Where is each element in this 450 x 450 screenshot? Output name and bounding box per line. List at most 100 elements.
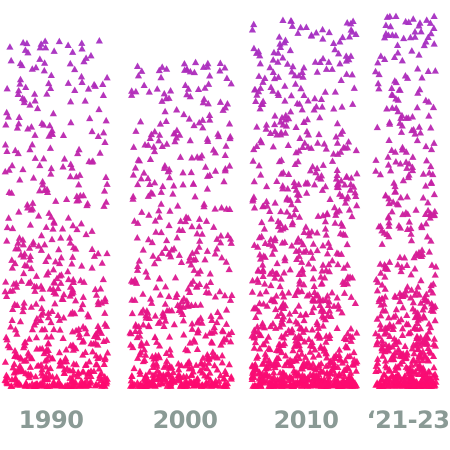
data-point-triangle [64,267,72,275]
data-point-triangle [24,124,32,132]
data-point-triangle [9,224,17,232]
data-point-triangle [28,325,37,333]
data-point-triangle [381,357,390,364]
data-point-triangle [323,292,332,299]
data-point-triangle [331,88,339,95]
data-point-triangle [11,146,19,154]
data-point-triangle [79,368,88,375]
data-point-triangle [256,59,264,67]
data-point-triangle [262,125,270,132]
data-point-triangle [408,113,417,120]
data-point-triangle [299,270,307,277]
data-point-triangle [330,104,338,112]
data-point-triangle [311,94,319,102]
data-point-triangle [323,210,331,218]
data-point-triangle [273,177,281,184]
data-point-triangle [32,300,40,307]
data-point-triangle [311,346,319,353]
data-point-triangle [137,309,145,316]
data-point-triangle [194,85,203,93]
data-point-triangle [11,325,20,333]
data-point-triangle [259,78,267,85]
data-point-triangle [248,288,256,295]
data-point-triangle [160,322,168,329]
data-point-triangle [254,266,262,273]
data-point-triangle [27,206,35,213]
data-point-triangle [54,284,62,292]
data-point-triangle [252,97,260,105]
data-point-triangle [429,103,438,111]
data-point-triangle [55,259,64,267]
data-point-triangle [276,282,284,290]
data-point-triangle [324,301,333,308]
data-point-triangle [131,164,140,171]
data-point-triangle [343,363,351,370]
data-point-triangle [300,358,308,366]
data-point-triangle [396,297,404,305]
data-point-triangle [423,156,431,164]
data-point-triangle [372,340,381,348]
data-point-triangle [429,170,437,178]
data-point-triangle [372,362,380,369]
data-point-triangle [158,142,166,150]
data-point-triangle [26,252,34,260]
data-point-triangle [278,289,286,296]
data-point-triangle [319,54,327,62]
data-point-triangle [23,200,31,208]
data-point-triangle [386,12,394,20]
data-point-triangle [5,166,13,173]
data-point-triangle [426,286,435,293]
data-point-triangle [345,206,354,213]
data-point-triangle [159,182,167,190]
data-point-triangle [391,188,399,195]
data-point-triangle [295,280,304,287]
data-point-triangle [283,60,292,67]
data-point-triangle [32,63,40,71]
data-point-triangle [325,267,333,275]
data-point-triangle [8,316,16,323]
data-point-triangle [227,373,235,380]
data-point-triangle [341,144,349,151]
data-point-triangle [410,253,418,261]
data-point-triangle [27,264,35,272]
data-point-triangle [411,264,419,272]
data-point-triangle [417,252,426,260]
data-point-triangle [318,267,326,274]
data-point-triangle [402,148,410,155]
data-point-triangle [103,249,111,257]
data-point-triangle [205,359,213,366]
data-point-triangle [26,256,34,263]
data-point-triangle [205,111,214,119]
data-point-triangle [343,240,351,248]
data-point-triangle [66,59,74,67]
data-point-triangle [394,49,402,56]
data-point-triangle [23,262,31,269]
data-point-triangle [174,202,182,209]
data-point-triangle [11,374,20,381]
data-point-triangle [258,322,266,330]
data-point-triangle [75,145,83,153]
data-point-triangle [319,322,327,329]
data-point-triangle [335,346,343,353]
data-point-triangle [169,374,177,381]
data-point-triangle [372,275,380,283]
data-point-triangle [196,237,204,244]
data-point-triangle [296,334,304,342]
data-point-triangle [248,362,257,370]
data-point-triangle [257,171,265,178]
data-point-triangle [152,283,160,291]
data-point-triangle [33,104,42,112]
data-point-triangle [302,310,310,318]
data-point-triangle [320,344,328,352]
data-point-triangle [261,280,269,287]
data-point-triangle [157,200,165,207]
data-point-triangle [425,98,433,105]
data-point-triangle [71,296,80,304]
data-point-triangle [255,72,263,79]
data-point-triangle [73,225,81,233]
data-point-triangle [42,43,50,51]
data-point-triangle [50,325,58,333]
data-point-triangle [171,273,180,281]
data-point-triangle [158,97,166,104]
data-point-triangle [377,52,385,59]
